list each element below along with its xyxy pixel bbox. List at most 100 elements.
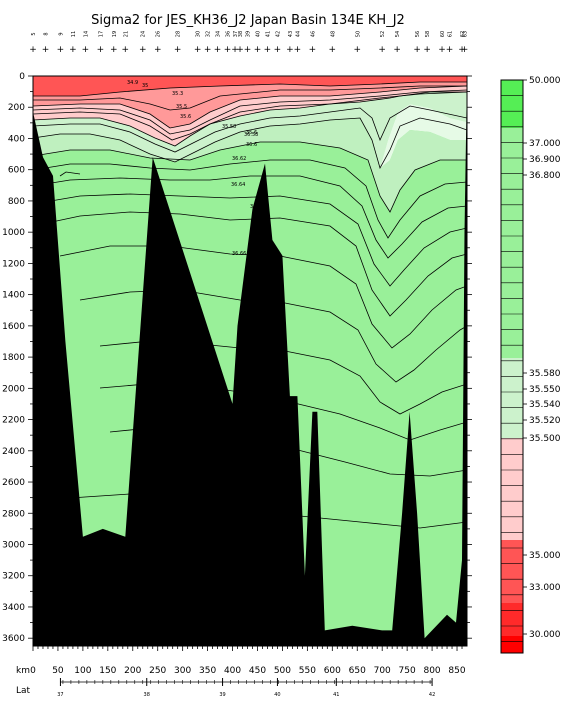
colorbar-label: 35.550 [529,385,561,395]
y-tick-label: 600 [8,166,25,176]
station-number: 17 [98,31,104,37]
station-marker: + [393,45,401,55]
y-tick-label: 3600 [2,634,25,644]
station-number: 37 [233,31,239,37]
x-tick-label: 450 [249,666,266,676]
y-tick-label: 2800 [2,509,25,519]
station-marker: + [264,45,272,55]
station-marker: + [329,45,337,55]
y-tick-label: 3200 [2,572,25,582]
station-marker: + [438,45,446,55]
station-marker: + [236,45,244,55]
station-marker: + [69,45,77,55]
lat-tick-label: 41 [333,692,339,698]
x-tick-label: 700 [374,666,391,676]
colorbar-label: 35.000 [529,551,561,561]
contour-label: 36.6 [246,142,257,148]
station-marker: + [139,45,147,55]
x-tick-label: 800 [423,666,440,676]
station-number: 39 [246,31,252,37]
station-number: 32 [206,31,212,37]
colorbar-label: 37.000 [529,139,561,149]
colorbar-label: 33.000 [529,583,561,593]
y-tick-label: 1600 [2,322,25,332]
y-tick-label: 0 [19,72,25,82]
lat-tick-label: 40 [274,692,280,698]
x-axis-label: km [16,666,30,676]
station-number: 52 [380,31,386,37]
station-marker: + [446,45,454,55]
y-tick-label: 2400 [2,447,25,457]
x-tick-label: 200 [124,666,141,676]
station-number: 40 [255,31,261,37]
station-marker: + [82,45,90,55]
colorbar-label: 50.000 [529,76,561,86]
station-marker: + [29,45,37,55]
colorbar-segment [501,603,523,636]
pale-pink-layer [33,86,467,146]
colorbar-label: 35.520 [529,416,561,426]
y-tick-label: 800 [8,197,25,207]
surface-red-layer [33,76,467,96]
y-tick-label: 1000 [2,228,25,238]
station-marker: + [294,45,302,55]
station-marker: + [413,45,421,55]
station-number: 54 [395,31,401,37]
x-tick-label: 0 [30,666,36,676]
station-number: 41 [265,31,271,37]
colorbar-segment [501,358,523,438]
lat-tick-label: 39 [219,692,225,698]
station-number: 61 [448,31,454,37]
station-marker: + [97,45,105,55]
station-marker: + [378,45,386,55]
y-tick-label: 200 [8,103,25,113]
y-tick-label: 2000 [2,384,25,394]
station-number: 60 [440,31,446,37]
x-tick-label: 350 [199,666,216,676]
station-marker: + [174,45,182,55]
x-tick-label: 300 [174,666,191,676]
light-green-transition [33,118,467,212]
x-tick-label: 500 [274,666,291,676]
x-tick-label: 250 [149,666,166,676]
station-number: 48 [330,31,336,37]
colorbar-label: 35.500 [529,434,561,444]
station-marker: + [204,45,212,55]
x-tick-label: 100 [74,666,91,676]
very-pale-green-layer [380,104,467,172]
plot-area: 34.9 35 35.3 35.5 35.6 35.58 35.6 36.58 … [33,76,467,646]
station-marker: + [244,45,252,55]
colorbar-label: 35.580 [529,369,561,379]
y-tick-label: 3400 [2,603,25,613]
contour-label: 35.6 [246,130,257,136]
contour-label: 35.58 [222,124,236,130]
y-tick-label: 2200 [2,416,25,426]
station-marker: + [110,45,118,55]
contour-label: 36.66 [232,251,246,257]
station-number: 26 [156,31,162,37]
bathymetry-seafloor [33,76,467,646]
lat-axis: 37 38 39 40 41 42 [57,678,435,698]
station-number: 42 [275,31,281,37]
y-tick-label: 1400 [2,291,25,301]
contour-label: 34.9 [127,80,138,86]
contour-label: 35.5 [176,104,187,110]
station-number: 56 [415,31,421,37]
contour-label: 35.3 [172,91,183,97]
station-marker: + [154,45,162,55]
x-tick-label: 550 [299,666,316,676]
x-tick-label: 600 [324,666,341,676]
y-tick-label: 2600 [2,478,25,488]
station-marker: + [194,45,202,55]
station-number: 21 [123,31,129,37]
plot-frame [32,75,468,647]
station-marker: + [274,45,282,55]
x-axis: 0 50 100 150 200 250 300 350 400 450 500 550 600 650 7… [30,646,466,676]
y-axis: 0 200 400 600 800 1000 1200 1400 1600 1800 2000 220… [2,72,472,644]
station-number: 30 [196,31,202,37]
colorbar-label: 35.540 [529,400,561,410]
station-number: 8 [43,32,49,35]
station-number: 44 [295,31,301,37]
station-marker: + [254,45,262,55]
